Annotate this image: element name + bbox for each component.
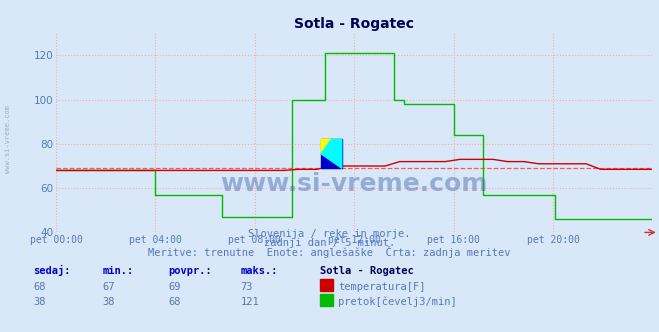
Text: Slovenija / reke in morje.: Slovenija / reke in morje. [248, 229, 411, 239]
Text: www.si-vreme.com: www.si-vreme.com [5, 106, 11, 173]
Text: pretok[čevelj3/min]: pretok[čevelj3/min] [338, 296, 457, 307]
Text: Meritve: trenutne  Enote: anglešaške  Črta: zadnja meritev: Meritve: trenutne Enote: anglešaške Črta… [148, 246, 511, 258]
Bar [321, 139, 342, 168]
Text: 73: 73 [241, 282, 253, 292]
Text: 69: 69 [168, 282, 181, 292]
Text: temperatura[F]: temperatura[F] [338, 282, 426, 292]
Text: 67: 67 [102, 282, 115, 292]
Text: min.:: min.: [102, 266, 133, 276]
Text: www.si-vreme.com: www.si-vreme.com [221, 172, 488, 196]
Text: sedaj:: sedaj: [33, 265, 71, 276]
Text: zadnji dan / 5 minut.: zadnji dan / 5 minut. [264, 238, 395, 248]
Text: povpr.:: povpr.: [168, 266, 212, 276]
Text: Sotla - Rogatec: Sotla - Rogatec [320, 266, 413, 276]
Text: 68: 68 [33, 282, 45, 292]
Title: Sotla - Rogatec: Sotla - Rogatec [294, 17, 415, 31]
Polygon shape [321, 139, 331, 154]
Text: 68: 68 [168, 297, 181, 307]
Text: 38: 38 [33, 297, 45, 307]
Text: maks.:: maks.: [241, 266, 278, 276]
Polygon shape [321, 139, 342, 168]
Text: 38: 38 [102, 297, 115, 307]
Text: 121: 121 [241, 297, 259, 307]
